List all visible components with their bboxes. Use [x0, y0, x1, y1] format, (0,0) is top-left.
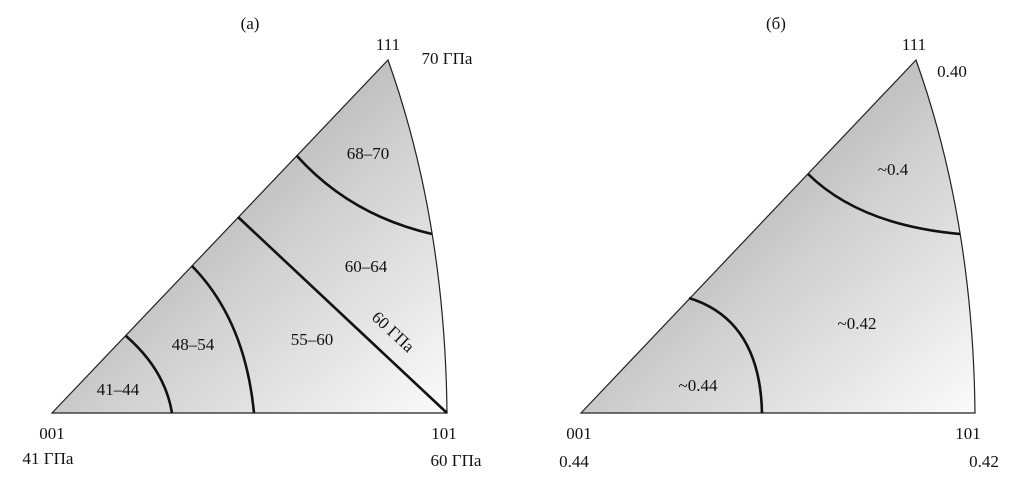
region-boundary: [807, 173, 961, 236]
corner-index: 001: [566, 424, 592, 443]
region-label: ~0.4: [878, 160, 909, 179]
region-boundary: [191, 265, 256, 414]
panel-title: (б): [766, 14, 786, 33]
region-label: 55–60: [291, 330, 334, 349]
region-boundary: [125, 335, 174, 414]
panel-title: (а): [241, 14, 260, 33]
region-label: 60–64: [345, 257, 388, 276]
region-label: ~0.44: [679, 376, 718, 395]
corner-value: 70 ГПа: [422, 49, 473, 68]
region-label: 48–54: [172, 335, 215, 354]
region-label: ~0.42: [838, 314, 877, 333]
triangle: [579, 58, 976, 414]
region-boundary: [688, 296, 764, 414]
corner-value: 0.40: [937, 62, 967, 81]
corner-value: 41 ГПа: [23, 449, 74, 468]
region-boundary: [296, 155, 433, 236]
corner-index: 001: [39, 424, 65, 443]
corner-index: 111: [902, 35, 926, 54]
panel: (а) 111 70 ГПа 001 41 ГПа 101 60 ГПа 41–44 48–54…: [23, 14, 482, 470]
triangle: [50, 58, 448, 414]
corner-index: 101: [431, 424, 457, 443]
region-boundary: [237, 216, 448, 414]
corner-index: 101: [955, 424, 981, 443]
corner-value: 60 ГПа: [431, 451, 482, 470]
region-label: 41–44: [97, 380, 140, 399]
corner-value: 0.42: [969, 452, 999, 471]
region-label: 68–70: [347, 144, 390, 163]
corner-index: 111: [376, 35, 400, 54]
corner-value: 0.44: [559, 452, 589, 471]
panel: (б) 111 0.40 001 0.44 101 0.42 ~0.44 ~0.42 ~0.4: [559, 14, 999, 471]
